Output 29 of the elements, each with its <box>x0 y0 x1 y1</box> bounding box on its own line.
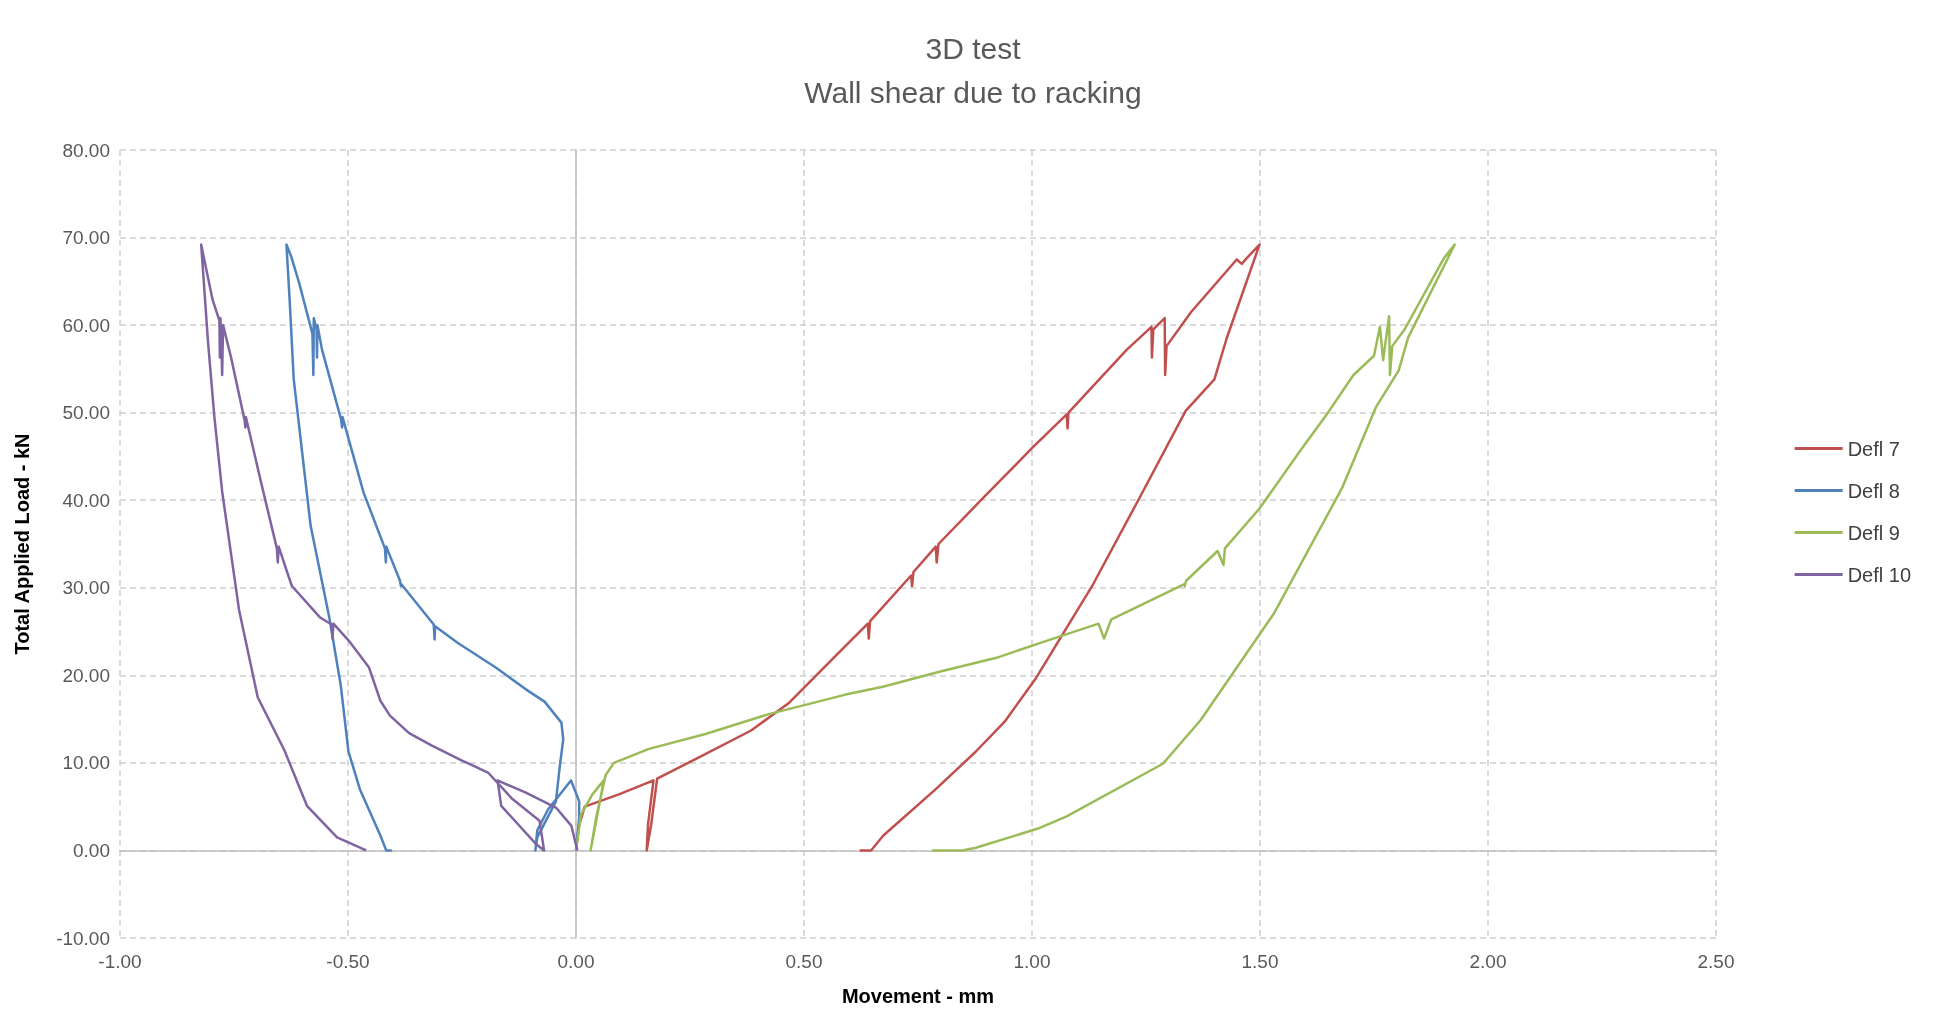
y-tick-label: 20.00 <box>62 664 110 686</box>
legend-label: Defl 9 <box>1847 521 1900 544</box>
line-series <box>199 243 579 852</box>
x-axis-title: Movement - mm <box>841 985 995 1007</box>
legend-label: Defl 7 <box>1847 437 1900 460</box>
y-tick-label: 10.00 <box>62 752 110 774</box>
y-tick-label: -10.00 <box>56 927 110 949</box>
x-tick-label: 1.00 <box>1013 951 1051 972</box>
y-axis-title: Total Applied Load - kN <box>11 433 33 655</box>
chart-title: 3D test <box>925 31 1022 65</box>
legend-label: Defl 8 <box>1847 479 1900 502</box>
y-tick-label: 30.00 <box>62 577 110 599</box>
x-tick-label: -0.50 <box>326 951 370 972</box>
x-tick-label: 2.00 <box>1469 951 1507 972</box>
y-tick-label: 40.00 <box>62 489 110 511</box>
x-tick-label: 2.50 <box>1697 951 1735 972</box>
y-tick-label: 70.00 <box>62 227 110 249</box>
y-tick-label: 50.00 <box>62 402 110 424</box>
line-series <box>574 243 1456 852</box>
line-series <box>285 243 581 852</box>
x-tick-label: 0.00 <box>557 951 595 972</box>
chart-subtitle: Wall shear due to racking <box>804 75 1142 109</box>
x-tick-label: 1.50 <box>1241 951 1279 972</box>
y-tick-label: 80.00 <box>62 139 110 161</box>
legend-label: Defl 10 <box>1847 563 1912 586</box>
y-tick-label: 60.00 <box>62 314 110 336</box>
x-tick-label: 0.50 <box>785 951 823 972</box>
y-tick-label: 0.00 <box>73 839 110 861</box>
x-tick-label: -1.00 <box>98 951 142 972</box>
